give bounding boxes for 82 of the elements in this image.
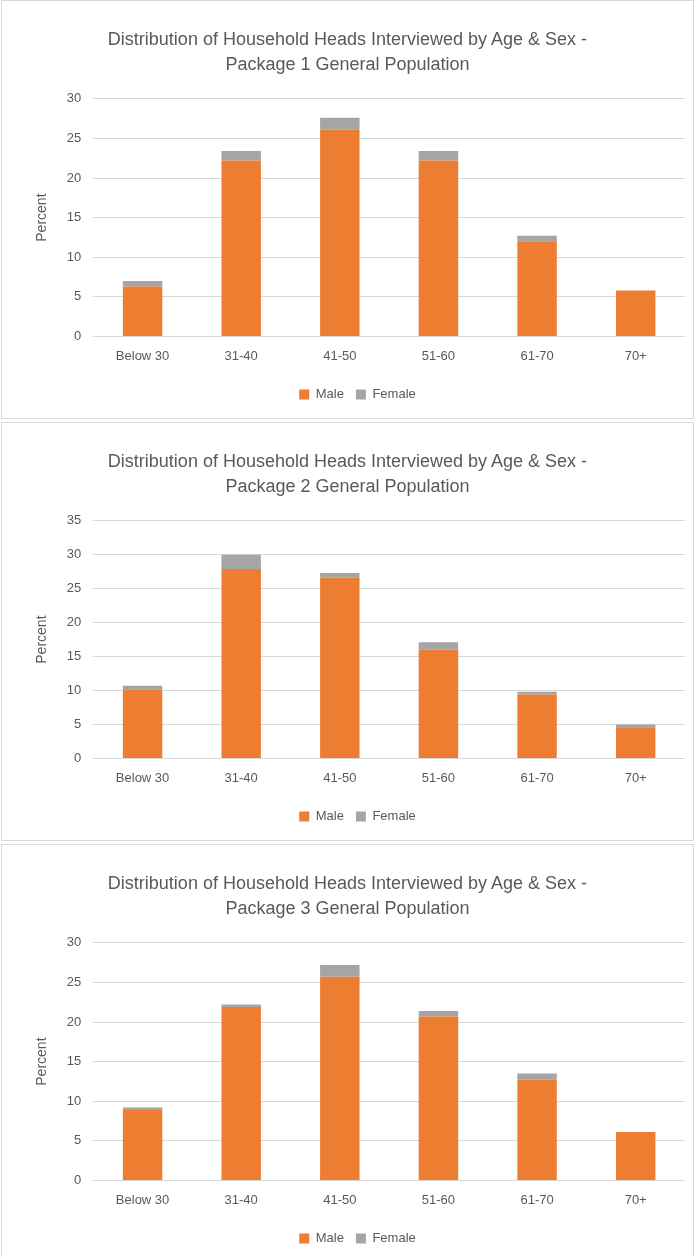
y-tick-label: 30 xyxy=(66,90,82,106)
legend-label: Female xyxy=(372,386,416,402)
bar xyxy=(221,1006,261,1180)
y-axis-title: Percent xyxy=(33,615,50,664)
x-tick-label: 31-40 xyxy=(224,1191,258,1207)
y-tick-label: 0 xyxy=(74,327,82,343)
bar xyxy=(517,235,557,242)
x-tick-label: 51-60 xyxy=(421,769,456,785)
x-tick-label: 61-70 xyxy=(520,347,554,363)
bar xyxy=(320,976,360,1180)
chart-title: Distribution of Household Heads Interviewed by Age & Sex - Package 1 General Population xyxy=(106,28,589,76)
y-tick-label: 0 xyxy=(74,1171,82,1187)
legend-label: Male xyxy=(315,808,344,824)
bar xyxy=(615,290,656,336)
y-tick-label: 20 xyxy=(66,169,82,185)
y-tick-label: 15 xyxy=(66,209,82,225)
x-tick-label: 51-60 xyxy=(421,347,456,363)
x-tick-label: Below 30 xyxy=(115,347,170,363)
legend-label: Female xyxy=(372,808,416,824)
bar xyxy=(418,649,459,758)
y-tick-label: 25 xyxy=(66,129,82,145)
bar xyxy=(517,1079,557,1180)
bar xyxy=(122,1109,163,1180)
x-tick-label: 41-50 xyxy=(323,347,357,363)
y-tick-label: 5 xyxy=(74,716,82,732)
y-tick-label: 5 xyxy=(74,1132,82,1148)
y-tick-label: 20 xyxy=(66,1013,82,1029)
x-tick-label: 41-50 xyxy=(323,1191,357,1207)
bar xyxy=(221,151,261,161)
bar xyxy=(221,160,261,336)
y-tick-label: 10 xyxy=(66,1092,82,1108)
x-tick-label: 41-50 xyxy=(323,769,357,785)
y-tick-label: 10 xyxy=(66,682,82,698)
y-tick-label: 30 xyxy=(66,934,82,950)
x-tick-label: 61-70 xyxy=(520,1191,554,1207)
y-tick-label: 0 xyxy=(74,749,82,765)
bar xyxy=(418,151,459,161)
legend-label: Male xyxy=(315,386,344,402)
bar xyxy=(221,569,261,758)
bar xyxy=(320,129,360,336)
bar xyxy=(615,1132,656,1180)
bar xyxy=(320,117,360,130)
bar xyxy=(418,160,459,336)
x-tick-label: Below 30 xyxy=(115,1191,170,1207)
bar xyxy=(517,241,557,336)
y-axis-title: Percent xyxy=(33,1037,50,1086)
y-tick-label: 25 xyxy=(66,580,82,596)
bar xyxy=(615,727,656,758)
y-tick-label: 15 xyxy=(66,1053,82,1069)
bar xyxy=(221,554,261,569)
x-tick-label: 61-70 xyxy=(520,769,554,785)
bar xyxy=(320,577,360,758)
x-tick-label: 70+ xyxy=(624,347,647,363)
x-tick-label: Below 30 xyxy=(115,769,170,785)
y-tick-label: 35 xyxy=(66,512,82,528)
bar xyxy=(517,691,557,695)
x-tick-label: 70+ xyxy=(624,1191,647,1207)
y-tick-label: 5 xyxy=(74,288,82,304)
y-tick-label: 20 xyxy=(66,614,82,630)
y-axis-title: Percent xyxy=(33,193,50,242)
bar xyxy=(517,1073,557,1080)
bar xyxy=(122,280,163,287)
x-tick-label: 31-40 xyxy=(224,769,258,785)
bar xyxy=(418,1016,459,1180)
legend-label: Male xyxy=(315,1230,344,1246)
y-tick-label: 30 xyxy=(66,546,82,562)
bar xyxy=(122,286,163,336)
bar xyxy=(517,694,557,758)
bar xyxy=(418,642,459,650)
chart-title: Distribution of Household Heads Interviewed by Age & Sex - Package 3 General Population xyxy=(106,872,589,920)
x-tick-label: 51-60 xyxy=(421,1191,456,1207)
legend-label: Female xyxy=(372,1230,416,1246)
y-tick-label: 10 xyxy=(66,248,82,264)
bar xyxy=(615,724,656,728)
bar xyxy=(320,964,360,977)
x-tick-label: 70+ xyxy=(624,769,647,785)
bar xyxy=(122,689,163,758)
y-tick-label: 25 xyxy=(66,973,82,989)
chart-title: Distribution of Household Heads Interviewed by Age & Sex - Package 2 General Population xyxy=(106,450,589,498)
y-tick-label: 15 xyxy=(66,648,82,664)
bar xyxy=(320,573,360,578)
x-tick-label: 31-40 xyxy=(224,347,258,363)
